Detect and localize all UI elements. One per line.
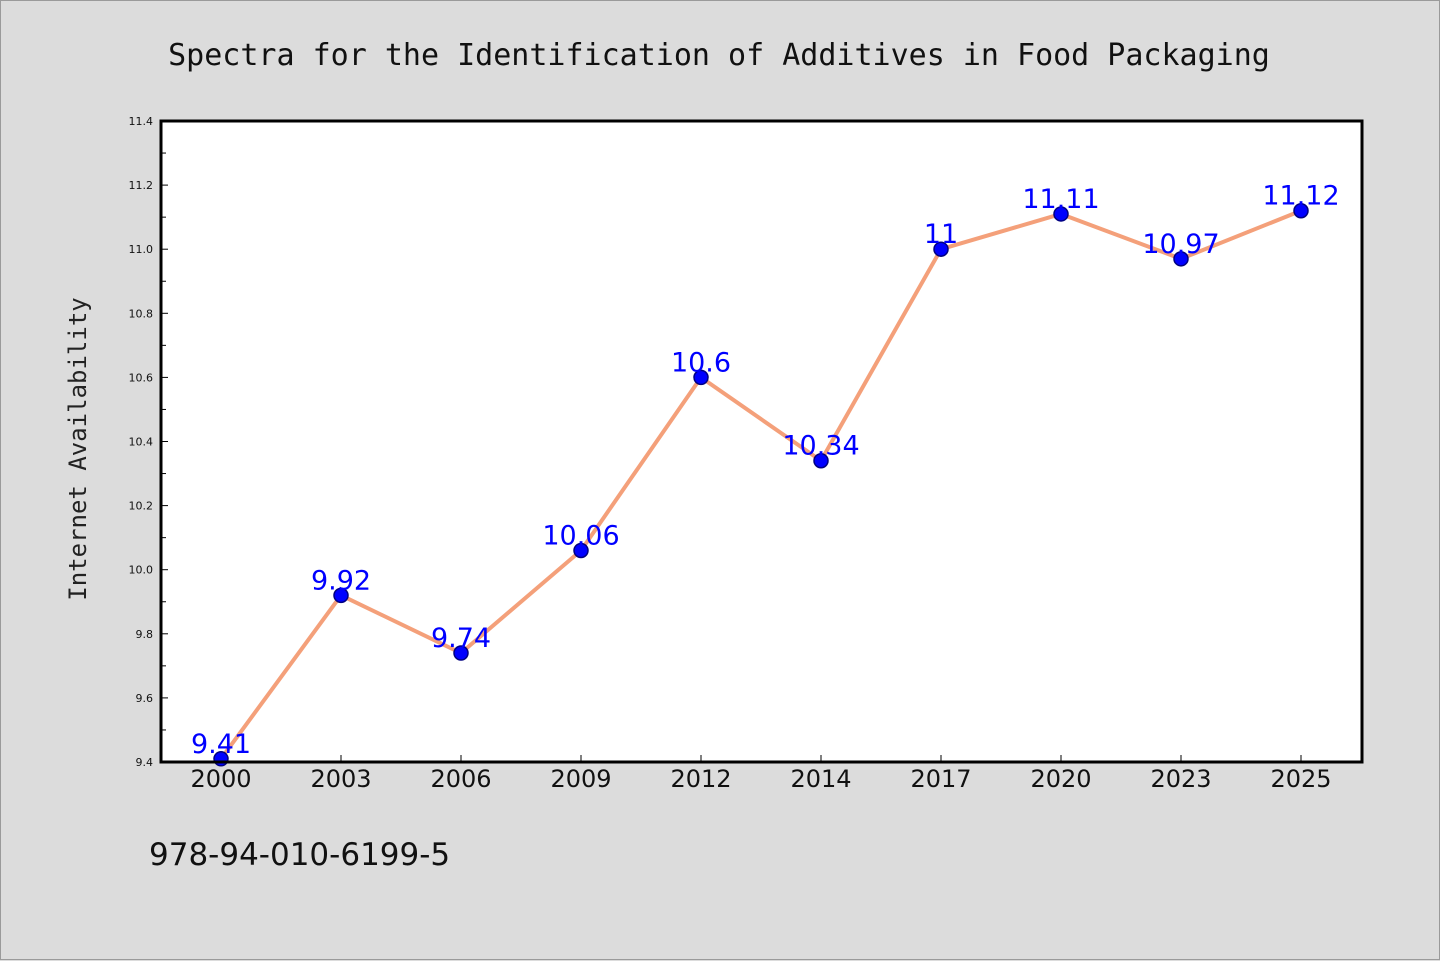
isbn-footer: 978-94-010-6199-5 [149, 837, 450, 873]
data-point [693, 369, 709, 386]
data-point [333, 587, 349, 604]
data-point [933, 241, 949, 257]
y-tick-label: 11.2 [129, 179, 154, 192]
data-label: 9.74 [431, 623, 491, 654]
data-label: 10.6 [671, 347, 731, 378]
x-tick-label: 2014 [790, 765, 851, 793]
data-point [1053, 206, 1069, 222]
y-tick-label: 10.4 [129, 436, 154, 449]
plot-area [161, 121, 1362, 762]
data-labels-group: 9.41 9.92 9.74 10.06 10.6 10.34 11 11.11 10.97 11… [191, 181, 1340, 760]
data-label: 11.12 [1262, 181, 1339, 212]
x-tick-label: 2017 [910, 765, 971, 793]
series-points-group [213, 202, 1309, 767]
data-label: 10.97 [1142, 229, 1219, 260]
data-point [1173, 251, 1189, 267]
data-label: 10.06 [542, 520, 619, 551]
y-tick-label: 9.6 [136, 692, 154, 705]
data-point [813, 452, 829, 469]
y-tick-label: 11.0 [129, 243, 154, 256]
data-label: 11.11 [1022, 184, 1099, 215]
series-line-group [219, 208, 1303, 761]
data-point [453, 645, 469, 661]
x-tick-label: 2000 [190, 765, 251, 793]
y-tick-label: 10.6 [129, 371, 154, 384]
data-label: 10.34 [782, 431, 859, 462]
plot-border [159, 119, 1364, 764]
y-tick-label: 11.4 [129, 115, 154, 128]
y-axis-ticks: 9.4 9.6 9.8 10.0 10.2 10.4 10.6 10.8 11.0 11.2 11.… [129, 115, 168, 769]
y-tick-label: 10.8 [129, 307, 154, 320]
data-point [573, 542, 589, 559]
x-axis-ticks: 2000 2003 2006 2009 2012 2014 2017 2020 2023 2025 [190, 755, 1332, 793]
y-tick-label: 9.4 [136, 756, 154, 769]
y-tick-label: 10.2 [129, 500, 154, 513]
data-label: 9.41 [191, 729, 251, 760]
y-tick-label: 9.8 [136, 628, 154, 641]
y-tick-label: 10.0 [129, 564, 154, 577]
x-tick-label: 2009 [550, 765, 611, 793]
x-tick-label: 2003 [310, 765, 371, 793]
series-line [219, 208, 1303, 761]
x-tick-label: 2006 [430, 765, 491, 793]
x-tick-label: 2025 [1270, 765, 1331, 793]
y-axis-label: Internet Availability [64, 297, 92, 600]
data-label: 9.92 [311, 565, 371, 596]
chart-title: Spectra for the Identification of Additi… [168, 38, 1270, 73]
x-tick-label: 2012 [670, 765, 731, 793]
data-label: 11 [924, 219, 958, 250]
x-tick-label: 2023 [1150, 765, 1211, 793]
data-point [1293, 202, 1309, 219]
x-tick-label: 2020 [1030, 765, 1091, 793]
